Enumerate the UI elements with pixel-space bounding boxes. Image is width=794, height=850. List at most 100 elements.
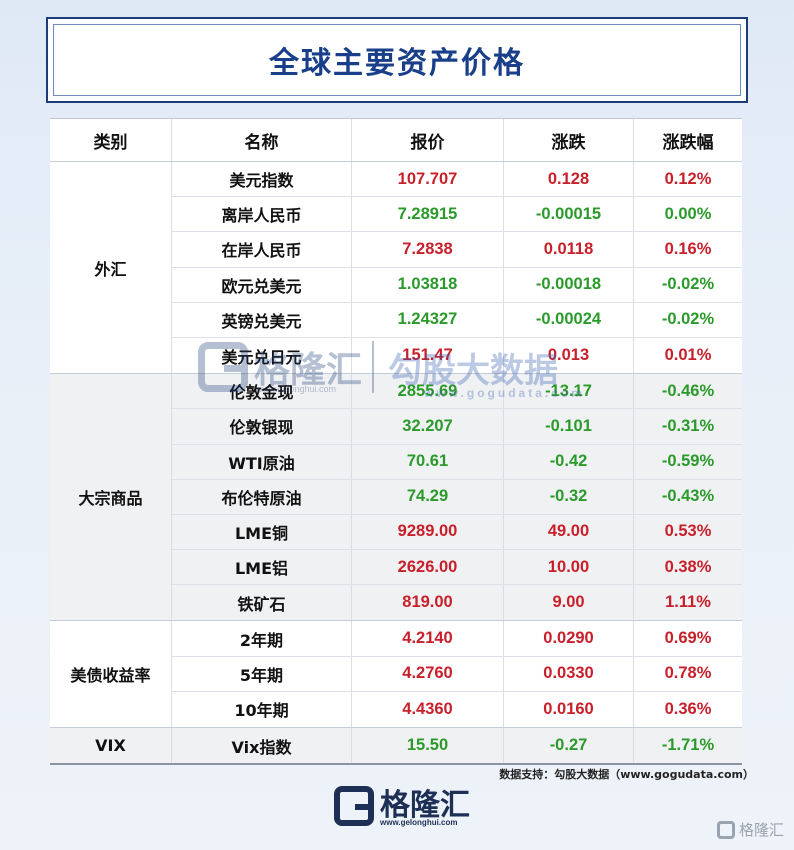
asset-name: 美元指数 [172, 162, 352, 197]
asset-change-pct: -1.71% [661, 736, 715, 755]
corner-watermark: 格隆汇 [716, 819, 784, 840]
header-change-pct: 涨跌幅 [662, 132, 714, 153]
group-rows: Vix指数 15.50 -0.27 -1.71% [172, 728, 742, 764]
asset-price: 74.29 [352, 479, 504, 514]
asset-price: 4.4360 [352, 691, 504, 727]
asset-change: -0.00024 [504, 302, 634, 337]
asset-change-pct: -0.59% [661, 452, 715, 471]
asset-change: -0.00018 [504, 267, 634, 302]
asset-change-pct: -0.02% [661, 275, 715, 294]
group-category: 美债收益率 [50, 621, 172, 727]
asset-name: 伦敦金现 [172, 374, 352, 409]
asset-change-pct: -0.02% [661, 310, 715, 329]
asset-change: -0.00015 [504, 197, 634, 232]
table-row: LME铝 2626.00 10.00 0.38% [172, 550, 742, 586]
header-name: 名称 [172, 119, 352, 161]
asset-change: 0.0160 [504, 691, 634, 727]
header-change: 涨跌 [504, 119, 634, 161]
asset-change: -0.32 [504, 479, 634, 514]
table-header: 类别 名称 报价 涨跌 涨跌幅 [50, 119, 742, 162]
page-title: 全球主要资产价格 [269, 46, 525, 81]
corner-logo-icon [716, 820, 735, 839]
asset-change-pct: 0.00% [664, 204, 712, 223]
asset-change-pct: 1.11% [665, 593, 711, 612]
table-row: 2年期 4.2140 0.0290 0.69% [172, 621, 742, 657]
table-group: 大宗商品 伦敦金现 2855.69 -13.17 -0.46% 伦敦银现 32.207 -0.… [50, 374, 742, 622]
asset-price: 70.61 [352, 444, 504, 479]
table-group: 外汇 美元指数 107.707 0.128 0.12% 离岸人民币 7.28915 -0.00… [50, 162, 742, 375]
asset-change: -0.101 [504, 409, 634, 444]
asset-change: 10.00 [504, 550, 634, 585]
asset-change: 0.128 [504, 162, 634, 197]
asset-change: 49.00 [504, 514, 634, 550]
table-row: 伦敦银现 32.207 -0.101 -0.31% [172, 409, 742, 445]
corner-watermark-text: 格隆汇 [738, 821, 784, 839]
asset-change: -0.42 [504, 444, 634, 479]
table-row: 英镑兑美元 1.24327 -0.00024 -0.02% [172, 302, 742, 338]
asset-change: 0.013 [504, 337, 634, 374]
asset-name: 布伦特原油 [172, 479, 352, 514]
asset-change: -0.27 [504, 728, 634, 764]
asset-name: LME铜 [172, 514, 352, 550]
table-row: LME铜 9289.00 49.00 0.53% [172, 514, 742, 551]
asset-price-table: 类别 名称 报价 涨跌 涨跌幅 外汇 美元指数 107.707 0.128 0.12% 离… [50, 118, 742, 766]
table-row: 伦敦金现 2855.69 -13.17 -0.46% [172, 374, 742, 410]
asset-price: 107.707 [352, 162, 504, 197]
table-row: 5年期 4.2760 0.0330 0.78% [172, 656, 742, 692]
table-row: 离岸人民币 7.28915 -0.00015 0.00% [172, 197, 742, 233]
asset-name: LME铝 [172, 550, 352, 585]
table-row: 美元指数 107.707 0.128 0.12% [172, 162, 742, 198]
asset-name: 10年期 [172, 691, 352, 727]
asset-price: 819.00 [352, 585, 504, 621]
asset-price: 32.207 [352, 409, 504, 444]
asset-name: 伦敦银现 [172, 409, 352, 444]
asset-change-pct: 0.53% [664, 522, 712, 541]
asset-name: 离岸人民币 [172, 197, 352, 232]
group-category: 大宗商品 [50, 374, 172, 621]
asset-change: 0.0290 [504, 621, 634, 656]
title-frame-inner: 全球主要资产价格 [53, 24, 741, 96]
gelonghui-logo-icon [334, 786, 374, 826]
asset-price: 9289.00 [352, 514, 504, 550]
asset-price: 4.2140 [352, 621, 504, 656]
asset-change-pct: 0.38% [664, 557, 712, 576]
asset-name: WTI原油 [172, 444, 352, 479]
asset-change-pct: 0.36% [664, 699, 712, 718]
table-row: 布伦特原油 74.29 -0.32 -0.43% [172, 479, 742, 515]
asset-change-pct: 0.16% [664, 239, 712, 258]
asset-change-pct: 0.78% [664, 664, 712, 683]
asset-price: 1.24327 [352, 302, 504, 337]
asset-change-pct: -0.31% [661, 416, 715, 435]
header-category: 类别 [50, 119, 172, 161]
asset-change: -13.17 [504, 374, 634, 409]
group-rows: 2年期 4.2140 0.0290 0.69% 5年期 4.2760 0.0330 0.78%… [172, 621, 742, 727]
table-body: 外汇 美元指数 107.707 0.128 0.12% 离岸人民币 7.28915 -0.00… [50, 162, 742, 764]
asset-name: 在岸人民币 [172, 232, 352, 267]
asset-change: 0.0330 [504, 656, 634, 691]
asset-name: 铁矿石 [172, 585, 352, 621]
asset-name: 欧元兑美元 [172, 267, 352, 302]
table-row: 铁矿石 819.00 9.00 1.11% [172, 585, 742, 621]
title-frame: 全球主要资产价格 [46, 17, 748, 103]
group-rows: 美元指数 107.707 0.128 0.12% 离岸人民币 7.28915 -0.0001… [172, 162, 742, 374]
asset-price: 4.2760 [352, 656, 504, 691]
group-category: VIX [50, 728, 172, 764]
asset-change-pct: -0.43% [661, 487, 715, 506]
table-row: 美元兑日元 151.47 0.013 0.01% [172, 337, 742, 374]
asset-change-pct: 0.12% [664, 169, 712, 188]
asset-price: 15.50 [352, 728, 504, 764]
group-rows: 伦敦金现 2855.69 -13.17 -0.46% 伦敦银现 32.207 -0.101-… [172, 374, 742, 621]
table-row: 欧元兑美元 1.03818 -0.00018 -0.02% [172, 267, 742, 303]
table-row: WTI原油 70.61 -0.42 -0.59% [172, 444, 742, 480]
footer-logo-url: www.gelonghui.com [380, 818, 458, 827]
group-category: 外汇 [50, 162, 172, 374]
table-row: Vix指数 15.50 -0.27 -1.71% [172, 728, 742, 764]
asset-name: 5年期 [172, 656, 352, 691]
asset-price: 151.47 [352, 337, 504, 374]
asset-name: Vix指数 [172, 728, 352, 764]
asset-change: 9.00 [504, 585, 634, 621]
asset-name: 2年期 [172, 621, 352, 656]
footer-logo: 格隆汇 www.gelonghui.com [334, 786, 470, 827]
asset-price: 7.2838 [352, 232, 504, 267]
header-price: 报价 [352, 119, 504, 161]
